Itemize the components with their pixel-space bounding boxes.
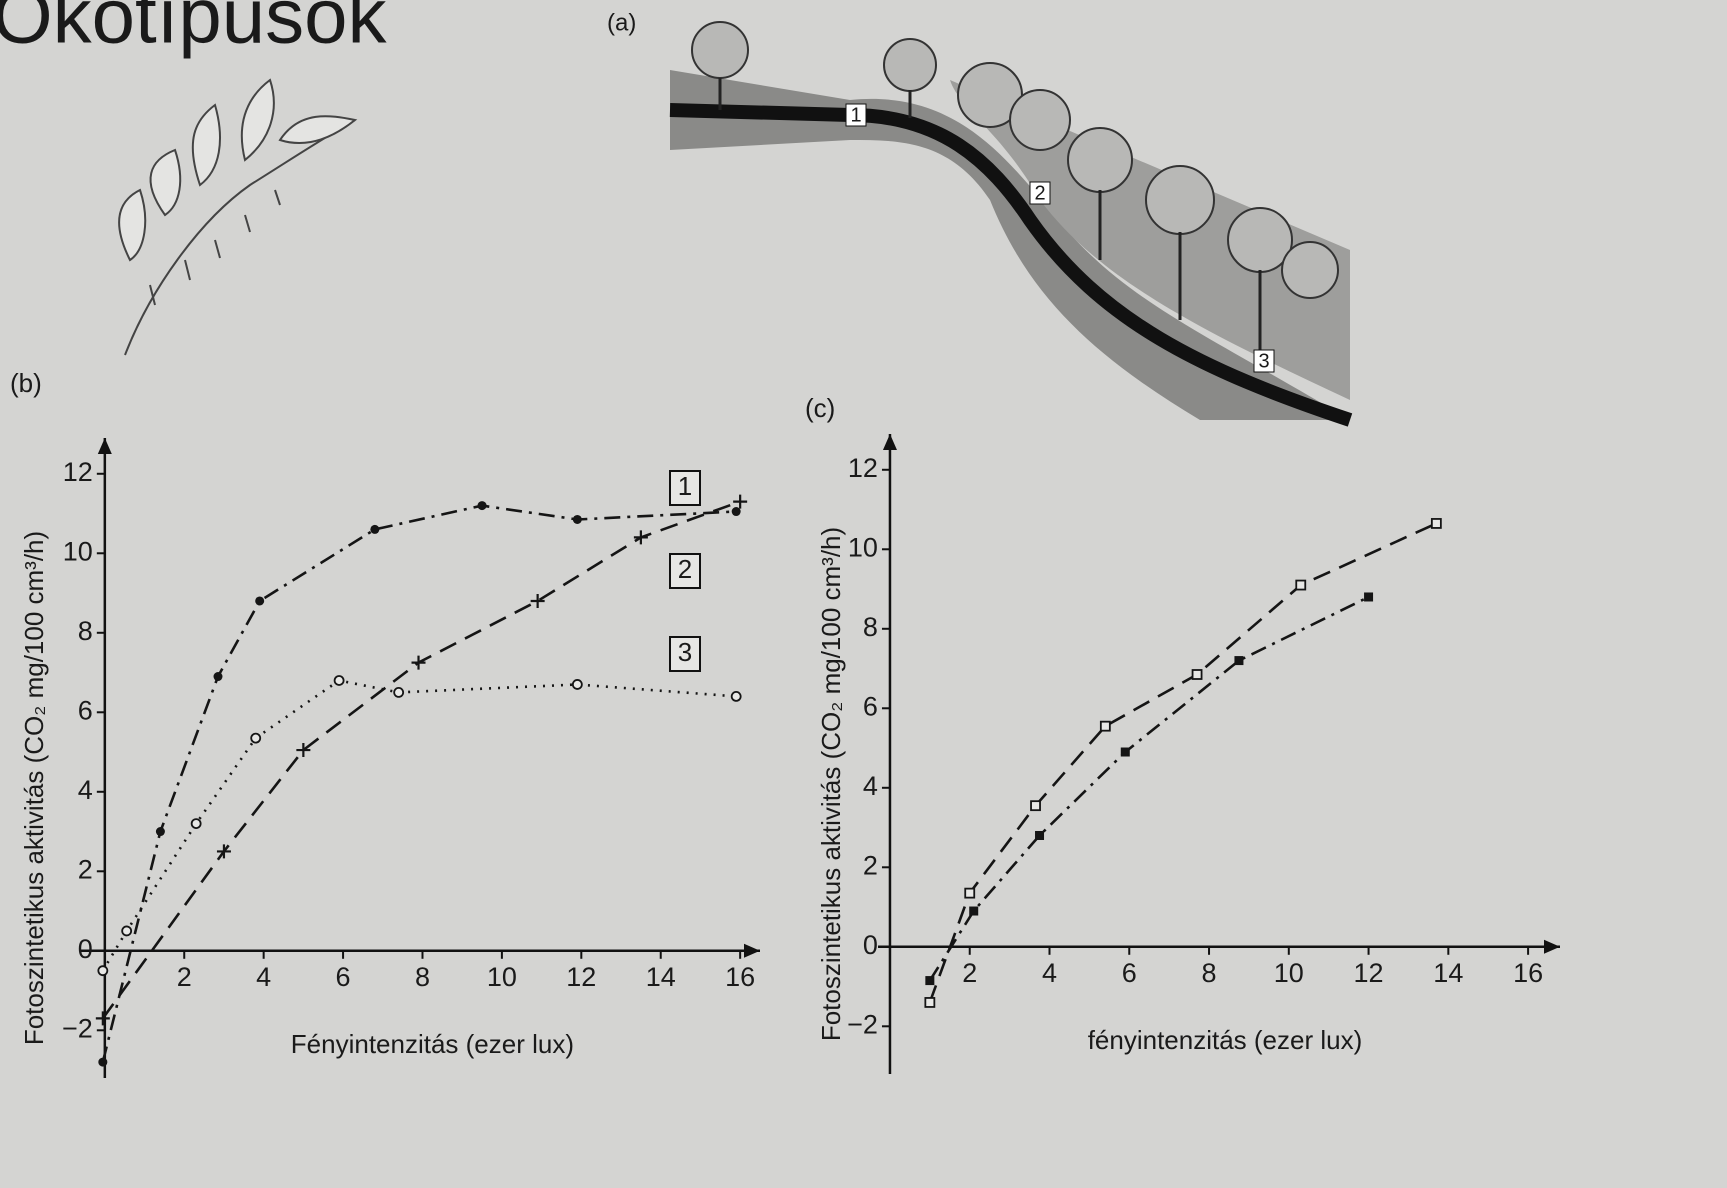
y-tick-label: 4 <box>863 771 878 801</box>
x-tick-label: 4 <box>256 962 271 992</box>
point <box>213 672 223 682</box>
point <box>633 530 648 545</box>
y-tick-label: 12 <box>848 453 878 483</box>
y-tick-label: 0 <box>863 930 878 960</box>
y-tick-label: 0 <box>78 934 93 964</box>
point <box>730 690 742 702</box>
x-tick-label: 6 <box>336 962 351 992</box>
y-tick-label: 6 <box>863 691 878 721</box>
x-tick-label: 16 <box>1513 958 1543 988</box>
plant-sketch <box>118 78 358 356</box>
point <box>477 501 487 511</box>
site-markers: 1 2 3 <box>845 103 1275 373</box>
point <box>1234 656 1244 666</box>
y-tick-label: 8 <box>78 616 93 646</box>
y-tick-label: 6 <box>78 695 93 725</box>
x-tick-label: 2 <box>177 962 192 992</box>
point <box>731 507 741 517</box>
point <box>1120 747 1130 757</box>
series-line <box>101 504 737 1063</box>
site-marker: 3 <box>1258 350 1269 372</box>
y-axis-label: Fotoszintetikus aktivitás (CO₂ mg/100 cm… <box>19 531 49 1045</box>
legend-box <box>669 553 701 589</box>
x-tick-label: 10 <box>1274 958 1304 988</box>
point <box>98 1057 108 1067</box>
point <box>530 593 545 608</box>
panel-label: (a) <box>607 9 636 36</box>
point <box>1035 830 1045 840</box>
x-tick-label: 2 <box>962 958 977 988</box>
x-tick-label: 10 <box>487 962 517 992</box>
site-marker: 2 <box>1034 182 1045 204</box>
site-marker: 1 <box>850 104 861 126</box>
x-tick-label: 14 <box>646 962 676 992</box>
point <box>924 997 936 1008</box>
point <box>255 596 265 606</box>
panel-label: (b) <box>10 368 42 398</box>
slope-illustration: 1 2 3 <box>669 21 1353 427</box>
legend-box <box>669 470 701 506</box>
y-tick-label: −2 <box>62 1013 93 1043</box>
x-tick-label: 6 <box>1122 958 1137 988</box>
point <box>1295 579 1307 591</box>
y-tick-label: −2 <box>847 1009 878 1039</box>
series-line <box>928 595 1370 982</box>
y-tick-label: 4 <box>78 775 93 805</box>
y-tick-label: 2 <box>78 854 93 884</box>
legend-label: 2 <box>678 554 692 584</box>
point <box>393 687 405 698</box>
x-tick-label: 16 <box>725 962 755 992</box>
y-tick-label: 10 <box>848 532 878 562</box>
point <box>333 675 345 686</box>
point <box>1099 720 1111 732</box>
point <box>250 732 262 744</box>
point <box>95 1011 110 1026</box>
y-tick-label: 12 <box>63 457 93 487</box>
point <box>216 844 231 859</box>
x-axis-arrow <box>744 943 760 958</box>
point <box>969 906 979 916</box>
y-tick-label: 2 <box>863 850 878 880</box>
x-tick-label: 12 <box>1354 958 1384 988</box>
page-title: Ökotípusok <box>0 0 388 60</box>
point <box>1191 669 1203 680</box>
point <box>964 887 976 899</box>
point <box>925 976 935 986</box>
legend-box <box>669 636 701 672</box>
x-tick-label: 8 <box>1202 958 1217 988</box>
point <box>1430 518 1442 529</box>
point <box>370 524 380 534</box>
point <box>155 827 165 837</box>
x-tick-label: 4 <box>1042 958 1057 988</box>
panel-label: (c) <box>805 393 835 423</box>
point <box>411 655 426 670</box>
legend-label: 1 <box>678 471 692 501</box>
point <box>190 818 202 829</box>
point <box>1030 800 1041 812</box>
point <box>1364 592 1374 602</box>
y-tick-label: 8 <box>863 612 878 642</box>
x-tick-label: 12 <box>566 962 596 992</box>
y-axis-label: Fotoszintetikus aktivitás (CO₂ mg/100 cm… <box>816 527 846 1041</box>
point <box>97 965 109 977</box>
point <box>572 514 582 524</box>
x-tick-label: 8 <box>415 962 430 992</box>
y-axis-arrow <box>882 434 897 450</box>
y-axis-arrow <box>97 438 112 454</box>
x-axis-label: Fényintenzitás (ezer lux) <box>291 1029 574 1059</box>
x-axis-arrow <box>1544 939 1560 954</box>
point <box>571 679 583 690</box>
point <box>733 494 748 509</box>
legend-label: 3 <box>678 637 692 667</box>
x-axis-label: fényintenzitás (ezer lux) <box>1088 1025 1363 1055</box>
y-tick-label: 10 <box>63 536 93 566</box>
point <box>121 925 133 937</box>
x-tick-label: 14 <box>1433 958 1463 988</box>
point <box>296 743 311 758</box>
